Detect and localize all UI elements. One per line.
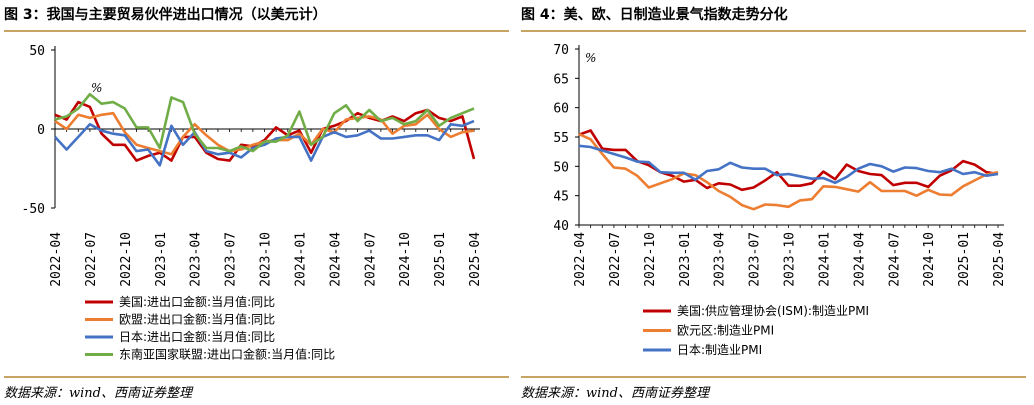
y-tick-label: 55 [553, 131, 569, 146]
y-tick-label: 45 [553, 190, 569, 205]
source-divider [521, 376, 1026, 378]
x-tick-label: 2022-07 [608, 232, 623, 287]
x-tick-label: 2023-07 [224, 232, 239, 287]
chart-panel-pmi: 图 4：美、欧、日制造业景气指数走势分化 70 65 60 55 50 45 40 2022-… [517, 0, 1034, 405]
x-tick-label: 2024-04 [852, 232, 867, 287]
x-tick-label: 2022-04 [49, 232, 64, 287]
x-tick-label: 2023-04 [713, 232, 728, 287]
unit-label: % [585, 51, 596, 65]
legend-label-asean: 东南亚国家联盟:进出口金额:当月值:同比 [119, 347, 335, 362]
x-tick-label: 2023-04 [189, 232, 204, 287]
source-divider [4, 376, 509, 378]
y-tick-label: 50 [29, 44, 45, 59]
series-line-jp [578, 144, 999, 185]
x-tick-label: 2022-07 [84, 232, 99, 287]
y-tick-label: 65 [553, 72, 569, 87]
x-tick-label: 2025-01 [433, 232, 448, 287]
legend-label-eu: 欧盟:进出口金额:当月值:同比 [119, 312, 275, 327]
chart-title: 图 4：美、欧、日制造业景气指数走势分化 [521, 7, 788, 23]
x-tick-label: 2024-10 [922, 232, 937, 287]
series-line-us [54, 100, 476, 162]
x-tick-label: 2025-04 [992, 232, 1007, 287]
series-line-asean [54, 92, 475, 153]
source-note: 数据来源：wind、西南证券整理 [521, 386, 709, 401]
unit-label: % [91, 81, 102, 95]
x-tick-label: 2025-04 [468, 232, 483, 287]
y-tick-label: 0 [37, 123, 45, 138]
x-tick-label: 2024-04 [328, 232, 343, 287]
chart-title: 图 3：我国与主要贸易伙伴进出口情况（以美元计） [4, 7, 327, 23]
source-note: 数据来源：wind、西南证券整理 [4, 386, 192, 401]
legend-label-us: 美国:进出口金额:当月值:同比 [119, 294, 275, 309]
series-line-jp [54, 119, 475, 167]
legend-label-jp: 日本:进出口金额:当月值:同比 [119, 329, 275, 344]
legend-label-us: 美国:供应管理协会(ISM):制造业PMI [677, 303, 869, 318]
x-tick-label: 2023-10 [783, 232, 798, 287]
x-tick-label: 2024-07 [363, 232, 378, 287]
x-tick-label: 2023-07 [748, 232, 763, 287]
x-tick-label: 2023-01 [678, 232, 693, 287]
y-tick-label: 60 [553, 102, 569, 117]
title-divider [4, 30, 509, 32]
x-tick-label: 2022-10 [643, 232, 658, 287]
x-tick-label: 2024-10 [398, 232, 413, 287]
x-tick-label: 2023-01 [154, 232, 169, 287]
x-tick-label: 2025-01 [957, 232, 972, 287]
series-line-us [578, 129, 999, 192]
x-tick-label: 2023-10 [259, 232, 274, 287]
y-tick-label: -50 [22, 202, 45, 217]
trade-line-chart: 50 0 -50 2022-04 2022-07 2022-10 2023-01 2023-0… [22, 44, 483, 362]
y-tick-label: 70 [553, 43, 569, 58]
x-tick-label: 2024-01 [817, 232, 832, 287]
y-tick-label: 40 [553, 219, 569, 234]
legend-label-eu: 欧元区:制造业PMI [677, 324, 774, 338]
y-tick-label: 50 [553, 160, 569, 175]
pmi-line-chart: 70 65 60 55 50 45 40 2022-04 2022-07 2022-10 2023-… [553, 43, 1007, 357]
x-tick-label: 2024-01 [293, 232, 308, 287]
x-tick-label: 2024-07 [887, 232, 902, 287]
series-line-eu [578, 132, 999, 211]
title-divider [521, 30, 1026, 32]
x-tick-label: 2022-04 [573, 232, 588, 287]
x-tick-label: 2022-10 [119, 232, 134, 287]
chart-panel-trade: 图 3：我国与主要贸易伙伴进出口情况（以美元计） 50 0 -50 2022-04 20… [4, 7, 509, 401]
legend-label-jp: 日本:制造业PMI [677, 343, 762, 357]
